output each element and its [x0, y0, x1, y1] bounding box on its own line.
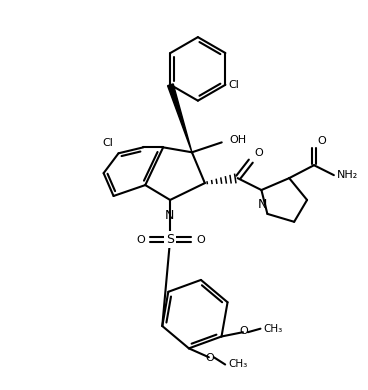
Polygon shape: [167, 84, 192, 152]
Text: S: S: [166, 233, 174, 246]
Text: O: O: [137, 235, 145, 245]
Text: OH: OH: [230, 135, 247, 145]
Text: Cl: Cl: [229, 80, 239, 90]
Text: O: O: [240, 326, 248, 336]
Text: O: O: [317, 136, 326, 146]
Text: NH₂: NH₂: [337, 170, 358, 180]
Text: CH₃: CH₃: [228, 360, 247, 369]
Text: CH₃: CH₃: [263, 324, 283, 334]
Text: O: O: [205, 353, 214, 363]
Text: Cl: Cl: [103, 138, 114, 148]
Text: O: O: [254, 148, 263, 158]
Text: N: N: [258, 198, 267, 211]
Text: O: O: [196, 235, 205, 245]
Text: N: N: [164, 209, 174, 222]
